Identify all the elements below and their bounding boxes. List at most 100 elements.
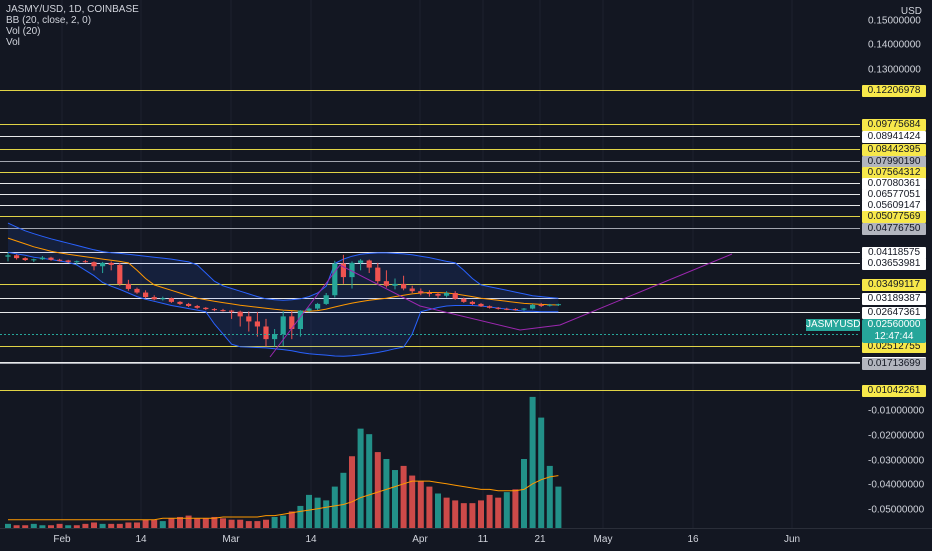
volume-bar	[254, 521, 261, 528]
volume-bar	[211, 516, 218, 528]
candle-body	[272, 334, 278, 340]
horizontal-levels	[0, 90, 860, 391]
volume-bar	[486, 494, 493, 528]
volume-bar	[426, 486, 433, 528]
candle-body	[211, 309, 217, 311]
volume-bar	[116, 523, 123, 528]
volume-bar	[306, 494, 312, 528]
candle-body	[39, 257, 45, 260]
indicator-bb[interactable]: BB (20, close, 2, 0)	[6, 15, 92, 26]
candle-body	[177, 301, 183, 304]
volume-bar	[142, 519, 149, 528]
price-tick: 0.13000000	[868, 64, 921, 76]
volume-bar	[409, 475, 416, 528]
volume-bar	[237, 519, 244, 528]
candle-body	[461, 298, 467, 302]
price-tick: -0.02000000	[868, 430, 925, 442]
candle-body	[168, 298, 174, 302]
volume-bar	[82, 523, 89, 528]
time-label: 14	[135, 534, 147, 545]
candle-body	[143, 292, 149, 298]
candle-body	[14, 255, 20, 259]
symbol-title[interactable]: JASMY/USD, 1D, COINBASE	[6, 4, 139, 15]
time-label: Mar	[222, 534, 240, 545]
bollinger-upper-line	[7, 222, 559, 301]
volume-bar	[529, 396, 536, 528]
candle-body	[487, 306, 493, 308]
chart-legend[interactable]: JASMY/USD, 1D, COINBASE BB (20, close, 2…	[6, 4, 139, 48]
volume-bar	[460, 503, 467, 528]
price-tick: -0.01000000	[868, 405, 925, 417]
candle-body	[117, 264, 123, 284]
level-badge: 0.03499117	[862, 278, 926, 291]
candle-body	[366, 260, 372, 268]
price-tick: -0.05000000	[868, 504, 925, 516]
price-tick: 0.14000000	[868, 39, 921, 51]
symbol-badge: JASMYUSD	[806, 319, 861, 331]
volume-bar	[478, 500, 484, 528]
volume-bar	[331, 486, 338, 528]
bollinger-basis-line	[7, 237, 559, 312]
volume-bar	[245, 521, 252, 528]
candle-body	[375, 267, 381, 282]
candle-body	[82, 261, 88, 263]
time-label: 21	[534, 534, 546, 545]
candle-body	[254, 321, 260, 327]
current-price-badge: 0.02560000 12:47:44	[862, 319, 926, 343]
time-label: May	[593, 534, 613, 545]
level-badge: 0.03653981	[862, 257, 926, 270]
volume-bar	[495, 497, 502, 528]
candle-body	[186, 303, 192, 306]
level-badge: 0.04776750	[862, 222, 926, 235]
volume-bar	[271, 516, 278, 528]
volume-bar	[134, 522, 140, 528]
time-axis[interactable]: Feb 14 Mar 14 Apr 11 21 May 16 Jun	[0, 528, 932, 551]
candle-body	[57, 259, 63, 261]
level-badge: 0.01713699	[862, 357, 926, 370]
volume-bar	[443, 497, 450, 528]
candle-body	[435, 293, 441, 296]
level-badge: 0.08442395	[862, 143, 926, 156]
price-chart[interactable]	[0, 0, 860, 528]
volume-bar	[159, 521, 166, 528]
candle-body	[530, 304, 536, 309]
candle-body	[160, 298, 166, 300]
candle-body	[495, 307, 501, 309]
candle-body	[220, 310, 226, 312]
indicator-vol-20[interactable]: Vol (20)	[6, 26, 41, 37]
volume-bar	[349, 456, 355, 528]
current-price-value: 0.02560000	[867, 319, 921, 330]
candlestick-series	[5, 252, 561, 347]
volume-bar	[503, 492, 510, 528]
volume-bar	[263, 519, 269, 528]
volume-bar	[22, 525, 29, 528]
candle-body	[323, 295, 329, 304]
candle-body	[401, 283, 407, 289]
candle-body	[237, 311, 243, 317]
volume-bar	[5, 523, 11, 528]
level-badge: 0.05609147	[862, 199, 926, 212]
candle-body	[125, 283, 131, 289]
volume-bar	[30, 523, 37, 528]
price-axis[interactable]: USD 0.15000000 0.14000000 0.13000000 -0.…	[860, 0, 932, 528]
volume-bar	[39, 525, 46, 528]
candle-body	[134, 288, 140, 293]
candle-body	[280, 316, 286, 335]
candle-body	[65, 260, 71, 262]
volume-bar	[357, 428, 364, 528]
candle-body	[512, 309, 518, 311]
candle-body	[263, 326, 269, 340]
volume-bar	[521, 459, 527, 528]
indicator-vol[interactable]: Vol	[6, 37, 20, 48]
price-tick: -0.04000000	[868, 479, 925, 491]
volume-moving-average	[8, 475, 559, 521]
candle-body	[538, 304, 544, 306]
volume-bar	[91, 522, 97, 528]
currency-label[interactable]: USD	[900, 6, 922, 17]
level-badge: 0.01042261	[862, 384, 926, 397]
candle-body	[91, 262, 97, 267]
time-label: 11	[477, 534, 489, 545]
level-badge: 0.08941424	[862, 130, 926, 143]
level-badge: 0.12206978	[862, 84, 926, 97]
candle-body	[22, 258, 28, 261]
